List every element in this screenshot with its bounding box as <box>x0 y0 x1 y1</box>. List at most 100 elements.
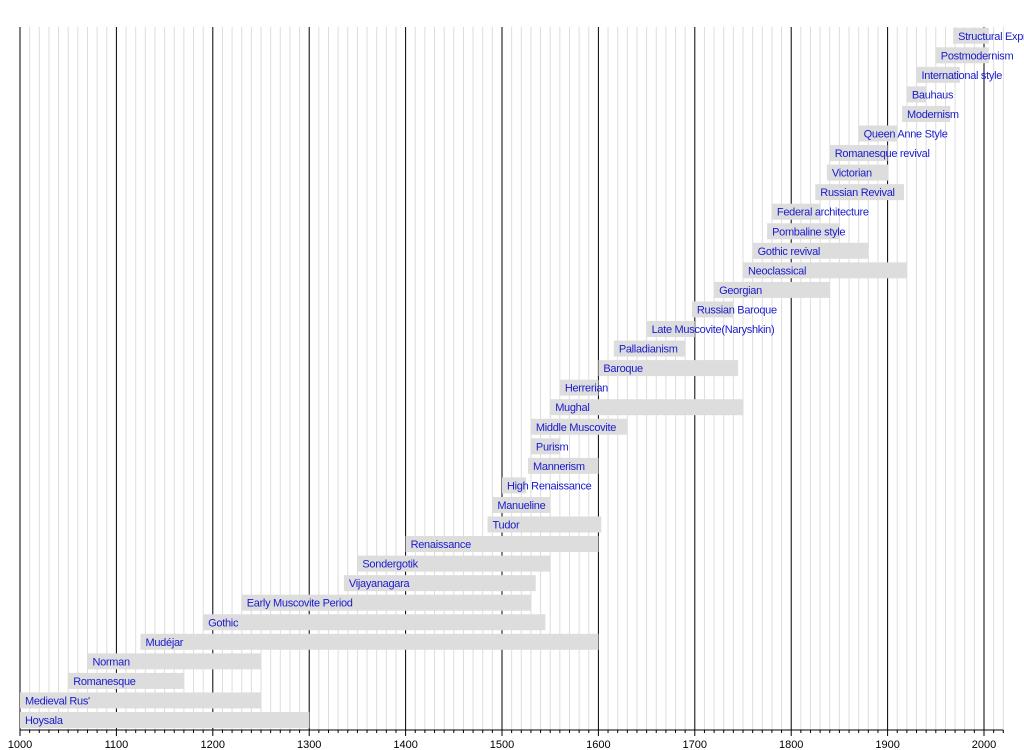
period-bar <box>140 633 599 650</box>
period-purism: Purism <box>530 438 569 455</box>
period-label[interactable]: Baroque <box>603 363 643 375</box>
period-label[interactable]: High Renaissance <box>507 480 592 492</box>
period-pombaline-style: Pombaline style <box>767 223 846 240</box>
period-bar <box>598 360 739 377</box>
x-tick-label: 1800 <box>779 739 803 750</box>
period-georgian: Georgian <box>714 281 830 298</box>
period-mughal: Mughal <box>550 399 743 416</box>
period-label[interactable]: Gothic <box>208 617 239 629</box>
period-bar <box>953 27 989 44</box>
period-bauhaus: Bauhaus <box>906 86 954 103</box>
period-label[interactable]: Postmodernism <box>941 50 1014 62</box>
period-bar <box>613 340 686 357</box>
period-bar <box>530 418 628 435</box>
period-bar <box>559 379 599 396</box>
period-label[interactable]: Romanesque <box>73 676 136 688</box>
period-late-muscovite-naryshkin-: Late Muscovite(Naryshkin) <box>646 321 775 337</box>
period-label[interactable]: Purism <box>536 441 569 453</box>
period-label[interactable]: Romanesque revival <box>835 148 930 160</box>
period-bar <box>203 614 546 631</box>
period-queen-anne-style: Queen Anne Style <box>858 125 948 142</box>
period-federal-architecture: Federal architecture <box>771 203 869 220</box>
period-mannerism: Mannerism <box>528 457 599 474</box>
period-russian-revival: Russian Revival <box>815 184 904 201</box>
period-bar <box>343 575 536 592</box>
period-label[interactable]: Norman <box>92 656 130 668</box>
period-label[interactable]: Gothic revival <box>758 246 821 258</box>
period-sondergotik: Sondergotik <box>357 555 551 572</box>
period-neoclassical: Neoclassical <box>743 262 907 279</box>
period-mud-jar: Mudéjar <box>140 633 599 650</box>
period-label[interactable]: Queen Anne Style <box>864 129 948 141</box>
period-gothic: Gothic <box>203 614 546 631</box>
period-label[interactable]: Structural Expressionism <box>958 31 1024 43</box>
x-tick-label: 1600 <box>586 739 610 750</box>
period-medieval-rus-: Medieval Rus' <box>20 692 261 709</box>
period-baroque: Baroque <box>598 360 739 377</box>
period-early-muscovite-period: Early Muscovite Period <box>241 594 531 611</box>
period-label[interactable]: Late Muscovite(Naryshkin) <box>652 324 775 336</box>
period-label[interactable]: Federal architecture <box>777 207 869 219</box>
period-bar <box>858 125 898 142</box>
period-bar <box>902 105 951 122</box>
period-bar <box>714 281 830 298</box>
period-label[interactable]: Tudor <box>493 520 521 532</box>
period-hoysala: Hoysala <box>20 712 310 728</box>
x-tick-label: 1700 <box>683 739 707 750</box>
period-romanesque: Romanesque <box>68 672 184 689</box>
period-gothic-revival: Gothic revival <box>752 242 869 259</box>
period-label[interactable]: Medieval Rus' <box>25 695 90 707</box>
period-label[interactable]: Mannerism <box>533 461 585 473</box>
period-label[interactable]: Pombaline style <box>772 226 846 238</box>
period-label[interactable]: Georgian <box>719 285 762 297</box>
x-tick-label: 1900 <box>875 739 899 750</box>
period-label[interactable]: Modernism <box>907 109 959 121</box>
period-label[interactable]: Vijayanagara <box>349 578 411 590</box>
period-label[interactable]: Neoclassical <box>748 265 806 277</box>
period-label[interactable]: Hoysala <box>25 715 64 727</box>
period-herrerian: Herrerian <box>559 379 609 396</box>
period-bar <box>771 203 821 220</box>
period-label[interactable]: Mudéjar <box>146 637 185 649</box>
period-high-renaissance: High Renaissance <box>502 477 592 494</box>
period-label[interactable]: International style <box>922 70 1003 82</box>
period-bar <box>241 594 531 611</box>
period-manueline: Manueline <box>492 496 551 513</box>
period-bar <box>743 262 907 279</box>
period-label[interactable]: Victorian <box>832 168 872 180</box>
period-bar <box>87 653 261 670</box>
period-label[interactable]: Manueline <box>497 500 546 512</box>
period-bar <box>916 66 960 83</box>
period-label[interactable]: Mughal <box>555 402 590 414</box>
x-tick-label: 1400 <box>393 739 417 750</box>
x-axis: 1000 1100 1200 1300 1400 1500 1600 1700 1800 1900… <box>8 729 1004 750</box>
period-norman: Norman <box>87 653 261 670</box>
period-label[interactable]: Herrerian <box>565 383 609 395</box>
period-label[interactable]: Renaissance <box>411 539 472 551</box>
period-bar <box>815 184 904 201</box>
period-bar <box>492 496 551 513</box>
period-bar <box>767 223 840 240</box>
x-tick-label: 1000 <box>8 739 32 750</box>
grid <box>19 27 1004 730</box>
period-structural-expressionism: Structural Expressionism <box>953 27 1024 44</box>
period-label[interactable]: Russian Revival <box>820 187 895 199</box>
period-label[interactable]: Russian Baroque <box>697 304 777 316</box>
period-label[interactable]: Middle Muscovite <box>536 422 617 434</box>
period-label[interactable]: Bauhaus <box>912 89 954 101</box>
period-russian-baroque: Russian Baroque <box>691 301 777 318</box>
period-label[interactable]: Palladianism <box>619 344 678 356</box>
x-tick-label: 1300 <box>297 739 321 750</box>
period-bar <box>20 692 261 709</box>
x-tick-label: 1500 <box>490 739 514 750</box>
period-bar <box>487 516 602 533</box>
period-label[interactable]: Sondergotik <box>362 559 419 571</box>
period-bar <box>550 399 743 416</box>
x-tick-label: 2000 <box>972 739 996 750</box>
period-bar <box>357 555 551 572</box>
period-label[interactable]: Early Muscovite Period <box>247 598 353 610</box>
period-renaissance: Renaissance <box>405 536 599 553</box>
period-bar <box>906 86 927 103</box>
period-bar <box>528 457 599 474</box>
